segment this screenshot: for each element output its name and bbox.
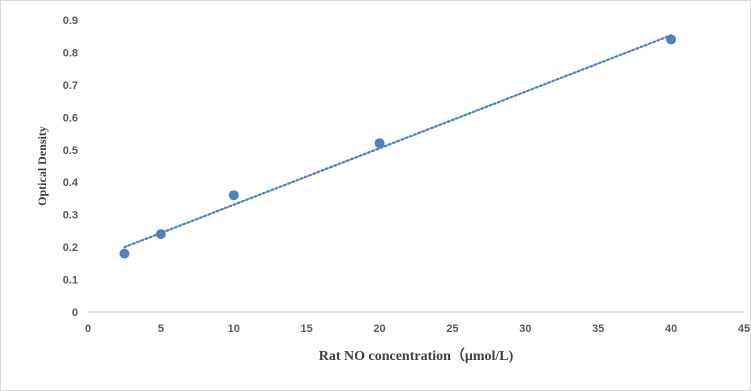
x-tick-label: 45 (738, 323, 750, 335)
x-axis-title: Rat NO concentration（μmol/L) (319, 348, 514, 364)
y-tick-label: 0.6 (63, 112, 78, 124)
y-tick-label: 0.4 (63, 177, 79, 189)
data-point (666, 34, 677, 45)
data-point (228, 190, 239, 201)
y-tick-label: 0 (72, 307, 78, 319)
y-tick-labels: 0 0.1 0.2 0.3 0.4 0.5 0.6 0.7 0.8 0.9 (63, 15, 79, 319)
x-tick-label: 0 (85, 323, 91, 335)
x-tick-label: 40 (665, 323, 677, 335)
y-axis-title: Optical Density (35, 126, 49, 206)
x-tick-label: 5 (158, 323, 164, 335)
y-tick-label: 0.9 (63, 15, 78, 27)
x-tick-label: 10 (228, 323, 240, 335)
x-tick-labels: 0 5 10 15 20 25 30 35 40 45 (85, 323, 750, 335)
trendline (123, 34, 673, 249)
x-tick-label: 20 (373, 323, 385, 335)
x-tick-label: 35 (592, 323, 604, 335)
y-tick-label: 0.3 (63, 210, 78, 222)
x-tick-label: 25 (446, 323, 458, 335)
data-points (119, 34, 677, 259)
y-tick-label: 0.1 (63, 275, 78, 287)
x-tick-label: 15 (301, 323, 313, 335)
x-tick-label: 30 (519, 323, 531, 335)
y-tick-label: 0.7 (63, 80, 78, 92)
data-point (119, 248, 130, 259)
data-point (155, 229, 166, 240)
y-tick-label: 0.5 (63, 145, 78, 157)
y-tick-label: 0.2 (63, 242, 78, 254)
data-point (374, 138, 385, 149)
y-tick-label: 0.8 (63, 47, 78, 59)
